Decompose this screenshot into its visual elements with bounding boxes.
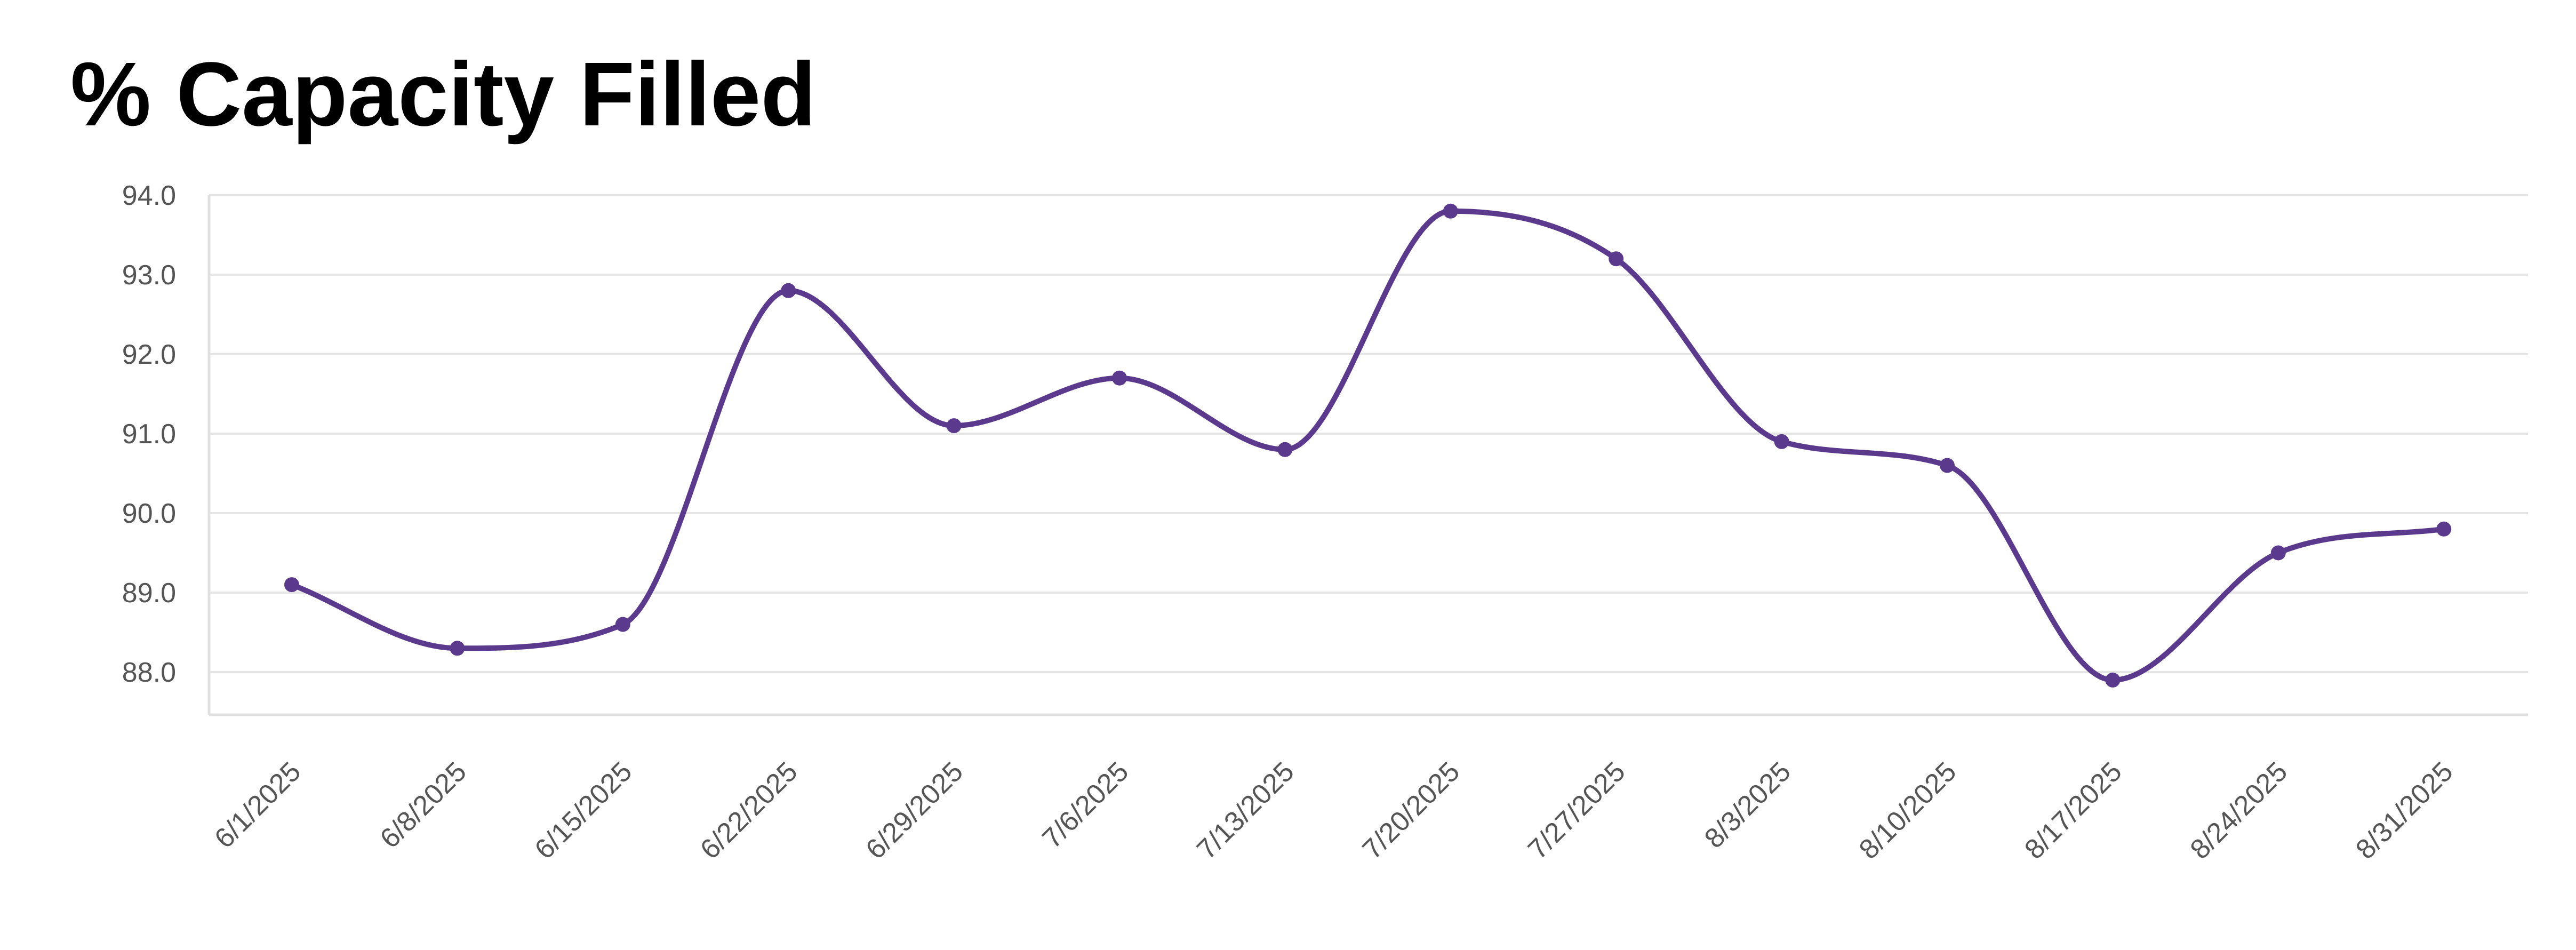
y-tick-label: 90.0 — [122, 498, 176, 529]
data-point — [946, 418, 962, 434]
x-tick-label: 6/1/2025 — [209, 756, 307, 854]
x-tick-label: 8/17/2025 — [2019, 756, 2128, 865]
x-tick-label: 8/31/2025 — [2350, 756, 2459, 865]
data-point — [2105, 672, 2121, 688]
x-tick-label: 7/27/2025 — [1522, 756, 1631, 865]
y-tick-label: 92.0 — [122, 339, 176, 370]
data-point — [2270, 545, 2286, 561]
data-point — [1940, 458, 1955, 473]
data-point — [615, 617, 630, 632]
x-tick-label: 6/15/2025 — [529, 756, 638, 865]
x-tick-label: 8/24/2025 — [2185, 756, 2294, 865]
y-tick-label: 94.0 — [122, 180, 176, 211]
data-point — [2436, 521, 2452, 537]
x-tick-label: 6/29/2025 — [860, 756, 969, 865]
y-tick-label: 88.0 — [122, 657, 176, 688]
x-tick-label: 8/3/2025 — [1699, 756, 1797, 854]
y-tick-label: 91.0 — [122, 419, 176, 450]
y-tick-label: 89.0 — [122, 578, 176, 609]
data-point — [781, 283, 796, 298]
x-tick-label: 7/6/2025 — [1036, 756, 1134, 854]
series-line — [289, 208, 2447, 683]
data-point — [284, 577, 299, 593]
data-point — [1443, 203, 1458, 219]
data-point — [1774, 434, 1789, 449]
data-point — [450, 641, 465, 656]
x-tick-label: 7/13/2025 — [1191, 756, 1300, 865]
data-point — [1277, 442, 1293, 457]
x-tick-label: 8/10/2025 — [1853, 756, 1963, 865]
x-tick-label: 6/8/2025 — [374, 756, 473, 854]
x-tick-label: 6/22/2025 — [694, 756, 804, 865]
data-point — [1112, 370, 1127, 386]
chart-title: % Capacity Filled — [70, 44, 817, 145]
data-point — [1609, 251, 1624, 267]
x-tick-label: 7/20/2025 — [1357, 756, 1466, 865]
y-tick-label: 93.0 — [122, 260, 176, 291]
